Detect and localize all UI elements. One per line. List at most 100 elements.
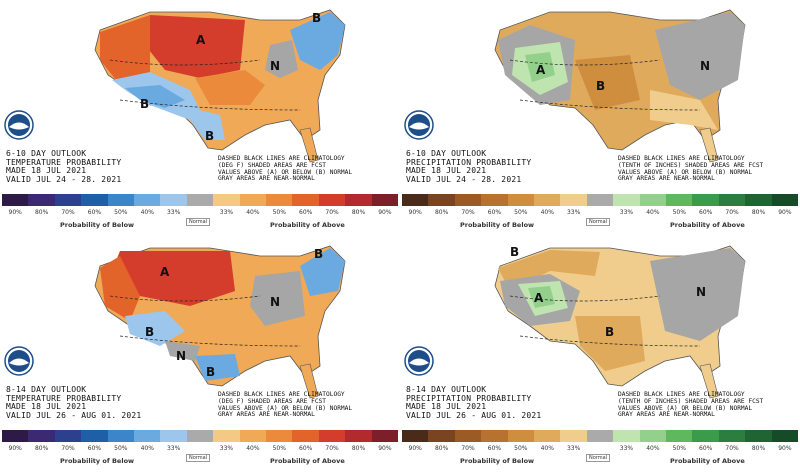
below-mid-area — [575, 55, 640, 110]
legend-percent-label: 90% — [8, 445, 22, 452]
region-label: N — [270, 295, 280, 309]
near-normal-area — [250, 271, 305, 326]
legend-swatch — [28, 194, 55, 206]
legend-swatch — [507, 194, 535, 206]
note-line: VALUES ABOVE (A) OR BELOW (B) NORMAL — [618, 404, 753, 412]
legend-swatch — [507, 430, 535, 442]
legend-percent-label: 50% — [672, 445, 686, 452]
above-area-strong — [528, 286, 555, 308]
note-line: VALUES ABOVE (A) OR BELOW (B) NORMAL — [218, 404, 353, 412]
legend-caption-normal: Normal — [586, 454, 611, 462]
legend-swatches — [402, 430, 799, 442]
legend-caption-above: Probability of Above — [270, 457, 345, 465]
variable-title: PRECIPITATION PROBABILITY — [406, 393, 532, 403]
legend-swatch — [81, 194, 108, 206]
legend-percent-label: 90% — [778, 445, 792, 452]
legend-swatches — [2, 430, 399, 442]
legend-caption-above: Probability of Above — [670, 457, 745, 465]
legend-swatch-near-normal — [186, 194, 214, 206]
near-normal-east — [650, 248, 745, 341]
legend-percent-label: 80% — [751, 445, 766, 452]
legend-percent-label: 60% — [487, 445, 502, 452]
legend-swatch — [2, 194, 29, 206]
legend-swatch — [318, 194, 346, 206]
region-label: B — [145, 325, 154, 339]
legend-percent-labels: 90% 80% 70% 60% 50% 40% 33% 33% 40% 50% 60% 70% 80% 9… — [402, 445, 798, 454]
legend-percent-label: 50% — [514, 209, 528, 216]
strong-above-area — [110, 251, 235, 306]
legend-swatch-near-normal — [186, 430, 214, 442]
legend-percent-label: 40% — [540, 445, 554, 452]
legend-swatch — [239, 194, 267, 206]
legend-swatch — [107, 194, 135, 206]
legend-swatch — [666, 430, 693, 442]
below-area-ne — [290, 12, 345, 70]
note-line: (DEG F) SHADED AREAS ARE FCST — [218, 161, 327, 169]
legend-percent-label: 33% — [566, 445, 581, 452]
legend-caption-normal: Normal — [586, 218, 611, 226]
legend-swatch — [613, 430, 640, 442]
legend-swatch — [771, 194, 799, 206]
climatology-lines — [109, 59, 301, 111]
below-area-ne — [300, 248, 345, 296]
legend-swatches — [2, 194, 399, 206]
legend-swatch — [266, 430, 293, 442]
title-block: 8-14 DAY OUTLOOK PRECIPITATION PROBABILI… — [406, 385, 541, 420]
legend-swatch — [160, 430, 187, 442]
legend-percent-label: 40% — [246, 445, 260, 452]
legend-swatch — [239, 430, 267, 442]
legend-swatch — [345, 430, 372, 442]
legend-percent-labels: 90% 80% 70% 60% 50% 40% 33% 33% 40% 50% 60% 70% 80% 9… — [2, 445, 398, 454]
legend-percent-label: 60% — [699, 209, 713, 216]
legend-percent-label: 80% — [351, 209, 366, 216]
legend-percent-label: 90% — [8, 209, 22, 216]
legend-percent-spacer — [587, 445, 613, 454]
region-label: B — [596, 79, 605, 93]
region-label: B — [314, 247, 323, 261]
variable-title: TEMPERATURE PROBABILITY — [6, 393, 122, 403]
valid-range: VALID JUL 24 - 28. 2021 — [6, 174, 122, 184]
legend-caption-normal: Normal — [186, 454, 211, 462]
legend-swatch — [292, 430, 319, 442]
legend-caption-below: Probability of Below — [60, 221, 135, 229]
note-line: (TENTH OF INCHES) SHADED AREAS ARE FCST — [618, 161, 764, 169]
noaa-logo-icon — [404, 110, 434, 140]
legend-percent-label: 33% — [166, 445, 181, 452]
legend-caption-above: Probability of Above — [270, 221, 345, 229]
below-area — [125, 311, 185, 346]
legend-percent-label: 60% — [699, 445, 713, 452]
legend-percent-label: 60% — [87, 445, 102, 452]
map-temp-8-14: A B B N N B — [0, 236, 400, 428]
outlook-title: 6-10 DAY OUTLOOK — [6, 149, 87, 158]
legend-swatch — [266, 194, 293, 206]
region-label: A — [160, 265, 170, 279]
note-line: DASHED BLACK LINES ARE CLIMATOLOGY — [618, 391, 745, 398]
legend-caption-above: Probability of Above — [670, 221, 745, 229]
legend-swatch-near-normal — [586, 194, 614, 206]
noaa-logo-icon — [404, 346, 434, 376]
noaa-logo-icon — [4, 346, 34, 376]
legend-percent-label: 40% — [646, 209, 660, 216]
region-label: B — [605, 325, 614, 339]
map-precip-8-14: A B B N — [400, 236, 800, 428]
legend-swatch — [454, 194, 482, 206]
legend-swatch — [345, 194, 372, 206]
legend-percent-label: 50% — [672, 209, 686, 216]
legend-percent-label: 33% — [619, 445, 634, 452]
legend-percent-label: 40% — [140, 209, 154, 216]
legend-swatch — [213, 194, 240, 206]
region-label: B — [140, 97, 149, 111]
note-line: VALUES ABOVE (A) OR BELOW (B) NORMAL — [618, 168, 753, 176]
legend-swatch-near-normal — [586, 430, 614, 442]
mid-above-area-2 — [195, 70, 265, 105]
legend-swatch — [318, 430, 346, 442]
legend-percent-label: 60% — [299, 445, 313, 452]
made-date: MADE 18 JUL 2021 — [6, 402, 87, 412]
legend-percent-label: 70% — [61, 209, 75, 216]
legend-percent-label: 80% — [434, 445, 449, 452]
legend-swatch — [718, 430, 746, 442]
florida — [699, 127, 719, 163]
legend-percent-label: 90% — [378, 209, 392, 216]
florida — [299, 363, 319, 399]
mid-above-area — [100, 15, 150, 85]
